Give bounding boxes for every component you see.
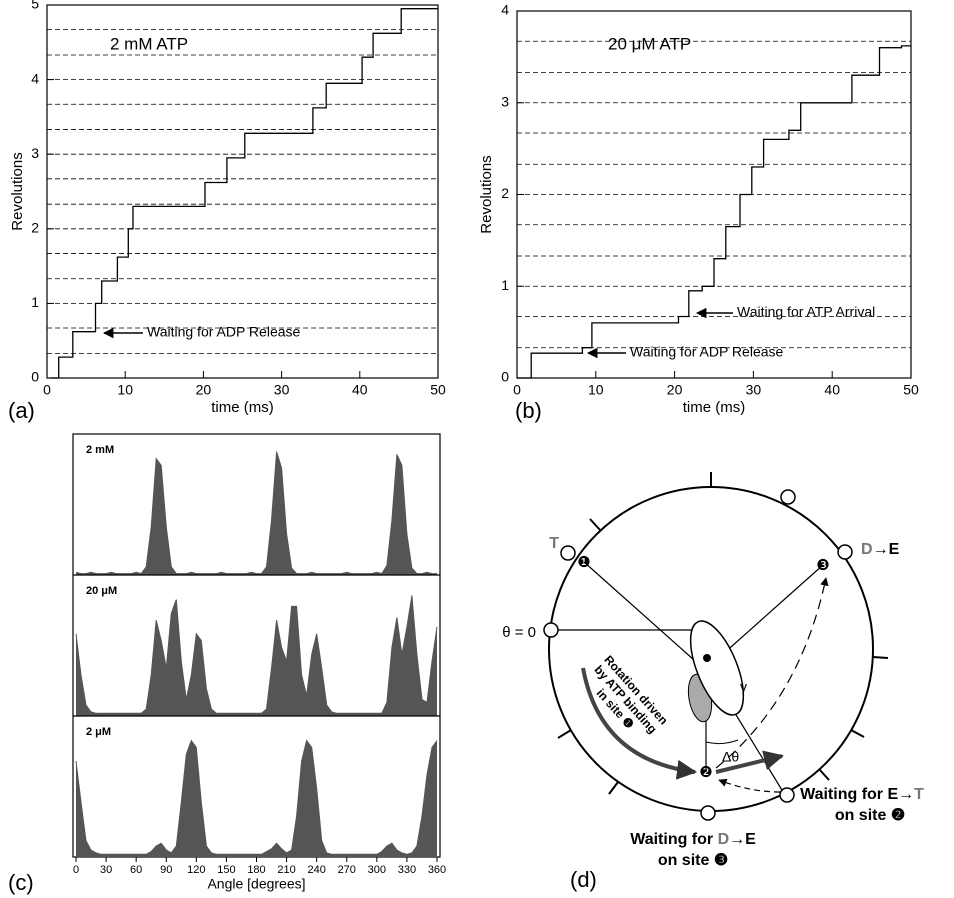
e: E bbox=[889, 541, 900, 558]
x-tick-label: 0 bbox=[43, 382, 51, 398]
y-tick-label: 5 bbox=[31, 0, 39, 12]
y-axis-label: Revolutions bbox=[478, 155, 495, 233]
x-axis-label: time (ms) bbox=[683, 399, 746, 416]
e: E bbox=[887, 786, 898, 803]
panel-label: (c) bbox=[8, 870, 34, 895]
x-tick-label: 30 bbox=[746, 382, 762, 398]
dashed-arrow bbox=[718, 778, 781, 793]
y-tick-label: 3 bbox=[501, 93, 509, 109]
gamma-axis bbox=[703, 654, 711, 662]
area-fill bbox=[76, 451, 437, 575]
site-markers bbox=[543, 489, 853, 821]
x-tick-label: 10 bbox=[117, 382, 133, 398]
rotation-arrow bbox=[581, 667, 697, 780]
waiting-de-sub: on site ❸ bbox=[658, 852, 728, 869]
annotation: Waiting for ATP Arrival bbox=[737, 304, 875, 320]
t: T bbox=[914, 786, 924, 803]
area-line bbox=[75, 595, 438, 714]
arrow: → bbox=[898, 786, 914, 803]
y-tick-label: 4 bbox=[31, 70, 39, 86]
x-tick-label: 50 bbox=[430, 382, 446, 398]
x-tick-label: 180 bbox=[247, 864, 265, 876]
series-label: 2 μM bbox=[86, 726, 111, 738]
delta-theta: Δθ bbox=[722, 749, 739, 765]
area-fill bbox=[76, 595, 437, 716]
e: E bbox=[745, 831, 756, 848]
x-axis-label: time (ms) bbox=[211, 399, 274, 416]
x-tick-label: 40 bbox=[824, 382, 840, 398]
y-tick-label: 4 bbox=[501, 2, 509, 18]
waiting-et-sub: on site ❷ bbox=[835, 807, 905, 824]
x-tick-label: 0 bbox=[513, 382, 521, 398]
trace bbox=[50, 8, 438, 379]
circle-ticks bbox=[557, 472, 889, 795]
delta-arc bbox=[705, 739, 739, 745]
d: D bbox=[718, 831, 730, 848]
y-tick-label: 1 bbox=[501, 277, 509, 293]
x-tick-label: 60 bbox=[130, 864, 142, 876]
annotation: Waiting for ADP Release bbox=[630, 344, 784, 360]
plot-frame bbox=[46, 4, 439, 379]
waiting-de: Waiting for D→E bbox=[630, 831, 756, 848]
step-arrow bbox=[715, 750, 784, 774]
site-de: D→E bbox=[861, 541, 900, 558]
site-t: T bbox=[549, 535, 559, 552]
y-axis-label: Revolutions bbox=[9, 152, 26, 230]
y-tick-label: 0 bbox=[31, 369, 39, 385]
area-line bbox=[75, 739, 438, 855]
lead: Waiting for bbox=[800, 786, 887, 803]
area-fill bbox=[76, 740, 437, 857]
x-axis-label: Angle [degrees] bbox=[207, 876, 305, 892]
x-tick-label: 330 bbox=[398, 864, 416, 876]
panel-label: (b) bbox=[515, 398, 542, 423]
trace bbox=[517, 45, 911, 379]
x-tick-label: 20 bbox=[196, 382, 212, 398]
x-tick-label: 210 bbox=[277, 864, 295, 876]
x-tick-label: 120 bbox=[187, 864, 205, 876]
d: D bbox=[861, 541, 873, 558]
condition-label: 2 mM ATP bbox=[110, 34, 188, 53]
x-tick-label: 10 bbox=[588, 382, 604, 398]
gamma-label: γ bbox=[740, 679, 747, 695]
x-tick-label: 30 bbox=[274, 382, 290, 398]
series-label: 20 μM bbox=[86, 585, 117, 597]
site-number: ❷ bbox=[699, 764, 712, 781]
condition-label: 20 μM ATP bbox=[608, 34, 691, 53]
annotation: Waiting for ADP Release bbox=[147, 324, 301, 340]
area-line bbox=[75, 451, 437, 575]
x-tick-label: 50 bbox=[903, 382, 919, 398]
theta-zero: θ = 0 bbox=[502, 624, 536, 641]
x-tick-label: 360 bbox=[428, 864, 446, 876]
x-tick-label: 90 bbox=[160, 864, 172, 876]
x-tick-label: 20 bbox=[667, 382, 683, 398]
waiting-et: Waiting for E→T bbox=[800, 786, 924, 803]
plot-frame bbox=[72, 433, 441, 858]
lead: Waiting for bbox=[630, 831, 717, 848]
x-tick-label: 30 bbox=[100, 864, 112, 876]
gamma-shaft bbox=[689, 620, 745, 716]
x-tick-label: 300 bbox=[368, 864, 386, 876]
x-tick-label: 270 bbox=[338, 864, 356, 876]
site-number: ❶ bbox=[577, 554, 590, 571]
y-tick-label: 1 bbox=[31, 294, 39, 310]
x-tick-label: 40 bbox=[352, 382, 368, 398]
panel-label: (a) bbox=[8, 398, 35, 423]
dashed-arrow bbox=[715, 577, 829, 769]
x-tick-label: 150 bbox=[217, 864, 235, 876]
y-tick-label: 0 bbox=[501, 369, 509, 385]
arrow: → bbox=[729, 831, 745, 848]
arrow: → bbox=[873, 541, 889, 558]
y-tick-label: 3 bbox=[31, 145, 39, 161]
x-tick-label: 0 bbox=[73, 864, 79, 876]
y-tick-label: 2 bbox=[31, 220, 39, 236]
y-tick-label: 2 bbox=[501, 185, 509, 201]
x-tick-label: 240 bbox=[307, 864, 325, 876]
diagram-d: ❶ ❷ ❸ θ = 0 T D→E Rotation driven by ATP… bbox=[502, 472, 924, 892]
series-label: 2 mM bbox=[86, 444, 114, 456]
panel-label: (d) bbox=[570, 867, 597, 892]
site-number: ❸ bbox=[816, 557, 829, 574]
